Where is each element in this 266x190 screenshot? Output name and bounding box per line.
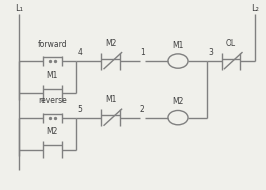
Text: L₂: L₂ — [251, 4, 259, 13]
Text: OL: OL — [226, 39, 236, 48]
Text: 2: 2 — [140, 105, 145, 114]
Text: M2: M2 — [172, 97, 184, 106]
Text: M2: M2 — [47, 127, 58, 136]
Text: 4: 4 — [77, 48, 82, 57]
Text: M1: M1 — [105, 95, 116, 104]
Text: forward: forward — [38, 40, 67, 49]
Text: L₁: L₁ — [15, 4, 23, 13]
Text: 1: 1 — [140, 48, 145, 57]
Text: M1: M1 — [172, 41, 184, 50]
Text: 5: 5 — [77, 105, 82, 114]
Text: M1: M1 — [47, 71, 58, 80]
Text: 3: 3 — [209, 48, 213, 57]
Text: M2: M2 — [105, 39, 116, 48]
Text: reverse: reverse — [38, 96, 67, 105]
